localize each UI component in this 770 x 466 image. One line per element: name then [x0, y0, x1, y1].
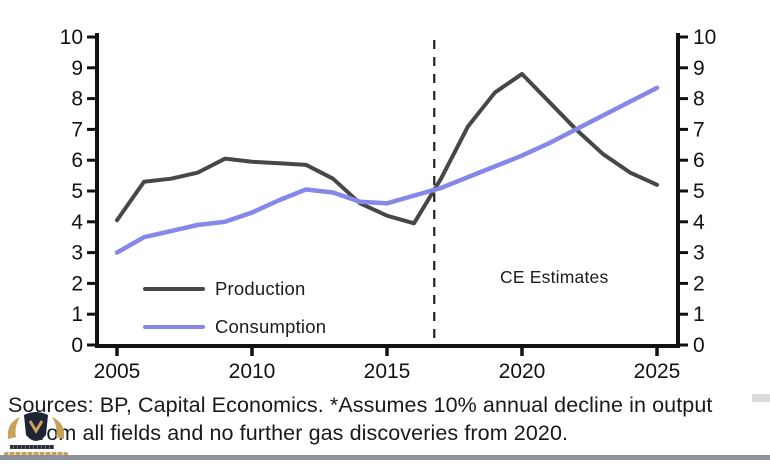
svg-text:7: 7 [693, 118, 705, 141]
source-note-line1: Sources: BP, Capital Economics. *Assumes… [8, 393, 713, 417]
svg-text:1: 1 [693, 303, 705, 326]
x-axis-spine [95, 344, 680, 348]
window-bottom-edge [0, 455, 770, 460]
data-series-lines [114, 71, 660, 255]
axis-ticks [87, 35, 688, 356]
axis-tick-labels: 0 0 1 1 2 2 3 3 4 4 5 5 6 6 7 7 8 8 9 9 10 10 2005 2010 2015 2020… [60, 26, 717, 383]
svg-text:0: 0 [71, 334, 83, 357]
svg-text:10: 10 [60, 26, 83, 49]
legend: Production Consumption [143, 277, 326, 353]
svg-text:5: 5 [693, 180, 705, 203]
svg-text:0: 0 [693, 334, 705, 357]
source-note-line2: from all fields and no further gas disco… [33, 421, 569, 445]
svg-text:3: 3 [693, 242, 705, 265]
scrollbar-fragment [752, 394, 770, 402]
series-line-consumption [114, 85, 660, 255]
series-line-production [115, 71, 659, 226]
legend-item-production: Production [143, 277, 326, 301]
ce-estimates-annotation: CE Estimates [500, 267, 609, 287]
svg-text:6: 6 [693, 149, 705, 172]
chart-canvas: 0 0 1 1 2 2 3 3 4 4 5 5 6 6 7 7 8 8 9 9 10 10 2005 2010 2015 2020… [60, 26, 717, 383]
svg-text:2: 2 [71, 272, 83, 295]
svg-text:7: 7 [71, 118, 83, 141]
legend-item-consumption: Consumption [143, 315, 326, 339]
source-note: Sources: BP, Capital Economics. *Assumes… [8, 391, 712, 447]
svg-text:3: 3 [71, 242, 83, 265]
legend-label-consumption: Consumption [215, 316, 327, 337]
svg-text:2015: 2015 [364, 360, 411, 383]
svg-text:9: 9 [693, 57, 705, 80]
svg-text:2010: 2010 [229, 360, 276, 383]
svg-text:4: 4 [693, 211, 705, 234]
svg-text:2020: 2020 [499, 360, 546, 383]
svg-text:8: 8 [693, 88, 705, 111]
y-axis-right-spine [676, 33, 680, 348]
svg-text:5: 5 [71, 180, 83, 203]
svg-text:4: 4 [71, 211, 83, 234]
svg-text:6: 6 [71, 149, 83, 172]
legend-label-production: Production [215, 278, 306, 299]
svg-text:1: 1 [71, 303, 83, 326]
production-line-swatch [143, 287, 205, 291]
svg-text:2025: 2025 [634, 360, 681, 383]
svg-text:8: 8 [71, 88, 83, 111]
y-axis-left-spine [95, 33, 99, 348]
svg-text:2: 2 [693, 272, 705, 295]
consumption-line-swatch [143, 324, 205, 330]
svg-text:10: 10 [693, 26, 716, 49]
svg-text:9: 9 [71, 57, 83, 80]
svg-text:2005: 2005 [94, 360, 141, 383]
